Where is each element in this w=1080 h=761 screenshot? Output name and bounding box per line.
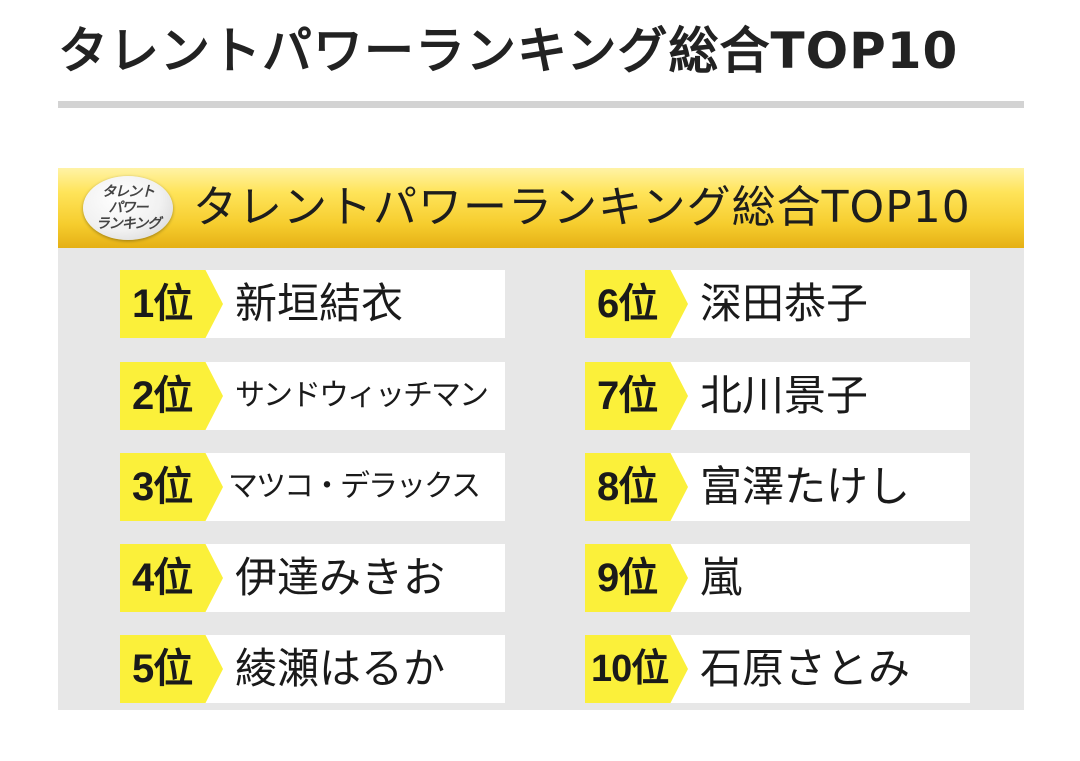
talent-name: 綾瀬はるか — [235, 644, 446, 693]
talent-power-ranking-logo: タレント パワー ランキング — [83, 176, 173, 240]
ranking-entry-10: 10位 石原さとみ — [585, 635, 970, 703]
rank-label: 8位 — [585, 453, 688, 521]
logo-text-line: ランキング — [95, 216, 162, 232]
ranking-banner: タレント パワー ランキング タレントパワーランキング総合TOP10 — [58, 168, 1024, 248]
ranking-entry-3: 3位 マツコ・デラックス — [120, 453, 505, 521]
ranking-entry-7: 7位 北川景子 — [585, 362, 970, 430]
talent-name: 新垣結衣 — [235, 279, 404, 328]
title-divider — [58, 101, 1024, 108]
rank-label: 9位 — [585, 544, 688, 612]
ranking-entry-6: 6位 深田恭子 — [585, 270, 970, 338]
rank-label: 5位 — [120, 635, 223, 703]
talent-name: マツコ・デラックス — [228, 469, 481, 504]
rank-label: 10位 — [585, 635, 688, 703]
ranking-entry-8: 8位 富澤たけし — [585, 453, 970, 521]
ranking-panel: タレント パワー ランキング タレントパワーランキング総合TOP10 1位 新垣… — [58, 168, 1024, 710]
ranking-entry-1: 1位 新垣結衣 — [120, 270, 505, 338]
rank-label: 6位 — [585, 270, 688, 338]
talent-name: 深田恭子 — [700, 279, 869, 328]
talent-name: 北川景子 — [700, 371, 869, 420]
ranking-entry-4: 4位 伊達みきお — [120, 544, 505, 612]
banner-title: タレントパワーランキング総合TOP10 — [193, 182, 971, 233]
talent-name: サンドウィッチマン — [235, 378, 489, 413]
ranking-entry-2: 2位 サンドウィッチマン — [120, 362, 505, 430]
rank-label: 7位 — [585, 362, 688, 430]
logo-text-line: タレント — [102, 184, 155, 200]
ranking-entry-9: 9位 嵐 — [585, 544, 970, 612]
rank-label: 1位 — [120, 270, 223, 338]
ranking-entry-5: 5位 綾瀬はるか — [120, 635, 505, 703]
talent-name: 富澤たけし — [700, 462, 911, 511]
rank-label: 4位 — [120, 544, 223, 612]
rank-label: 3位 — [120, 453, 223, 521]
talent-name: 伊達みきお — [235, 553, 446, 602]
page-title: タレントパワーランキング総合TOP10 — [58, 22, 959, 80]
talent-name: 嵐 — [700, 553, 743, 602]
rank-label: 2位 — [120, 362, 223, 430]
talent-name: 石原さとみ — [700, 644, 911, 693]
logo-text-line: パワー — [108, 200, 149, 216]
